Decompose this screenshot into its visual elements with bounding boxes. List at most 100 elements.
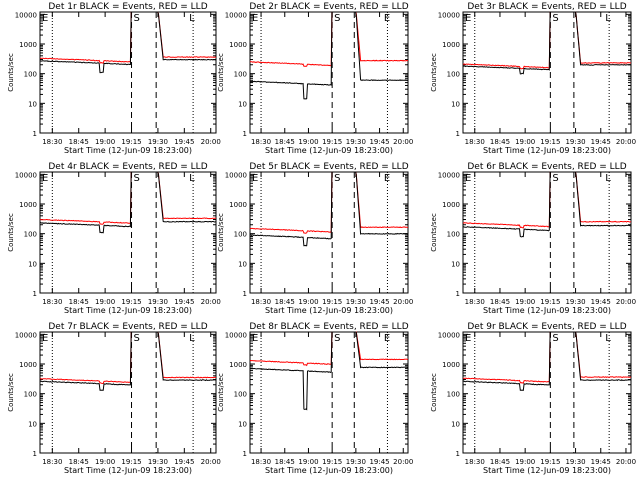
region-marker-label: E bbox=[465, 173, 471, 184]
x-tick-label: 20:00 bbox=[393, 458, 413, 466]
lld-series-line bbox=[39, 171, 217, 225]
x-tick-label: 19:00 bbox=[95, 138, 115, 146]
lld-series-line bbox=[462, 331, 632, 384]
region-marker-label: S bbox=[134, 333, 140, 344]
x-tick-label: 18:30 bbox=[42, 298, 62, 306]
x-tick-label: 18:30 bbox=[465, 298, 485, 306]
y-axis-label: Counts/sec bbox=[7, 373, 15, 412]
y-tick-label: 1 bbox=[33, 130, 37, 138]
y-tick-label: 1 bbox=[456, 290, 460, 298]
x-tick-label: 19:15 bbox=[322, 138, 342, 146]
x-tick-label: 20:00 bbox=[393, 298, 413, 306]
x-tick-label: 20:00 bbox=[393, 138, 413, 146]
lld-series-line bbox=[249, 11, 409, 67]
x-axis-label: Start Time (12-Jun-09 18:23:00) bbox=[265, 146, 393, 155]
y-tick-label: 1 bbox=[243, 130, 247, 138]
region-marker-label: S bbox=[552, 173, 558, 184]
x-tick-label: 18:30 bbox=[465, 138, 485, 146]
y-tick-label: 1 bbox=[33, 290, 37, 298]
x-tick-label: 20:00 bbox=[201, 458, 221, 466]
panel-title: Det 8r BLACK = Events, RED = LLD bbox=[249, 322, 408, 332]
panel-det-8: Det 8r BLACK = Events, RED = LLD 1 10 100 10… bbox=[217, 322, 413, 475]
x-tick-label: 19:00 bbox=[298, 458, 318, 466]
x-tick-label: 19:00 bbox=[515, 298, 535, 306]
x-tick-label: 19:00 bbox=[298, 138, 318, 146]
events-series-line bbox=[462, 331, 632, 391]
y-tick-label: 10 bbox=[28, 100, 37, 108]
y-tick-label: 100 bbox=[447, 231, 460, 239]
x-tick-label: 18:45 bbox=[69, 138, 89, 146]
region-marker-label: E bbox=[252, 333, 258, 344]
x-tick-label: 18:45 bbox=[490, 458, 510, 466]
x-tick-label: 19:00 bbox=[298, 298, 318, 306]
x-tick-label: 20:00 bbox=[616, 458, 636, 466]
x-tick-label: 18:45 bbox=[490, 138, 510, 146]
y-tick-label: 10 bbox=[238, 420, 247, 428]
panel-det-6: Det 6r BLACK = Events, RED = LLD 1 10 100 10… bbox=[430, 162, 636, 315]
y-tick-label: 10 bbox=[238, 100, 247, 108]
x-tick-label: 18:30 bbox=[42, 458, 62, 466]
region-marker-label: L bbox=[189, 173, 195, 184]
x-tick-label: 18:45 bbox=[275, 458, 295, 466]
events-series-line bbox=[249, 331, 408, 411]
y-tick-label: 10000 bbox=[438, 331, 460, 339]
plot-frame bbox=[249, 171, 409, 294]
y-tick-label: 100 bbox=[234, 71, 247, 79]
panel-title: Det 2r BLACK = Events, RED = LLD bbox=[249, 2, 408, 12]
y-tick-label: 1 bbox=[243, 450, 247, 458]
x-axis-label: Start Time (12-Jun-09 18:23:00) bbox=[483, 306, 611, 315]
y-tick-label: 1000 bbox=[19, 361, 37, 369]
region-marker-label: E bbox=[384, 13, 390, 24]
x-tick-label: 18:30 bbox=[251, 138, 271, 146]
y-tick-label: 10 bbox=[28, 420, 37, 428]
region-marker-label: E bbox=[42, 13, 48, 24]
y-tick-label: 1000 bbox=[229, 41, 247, 49]
x-tick-label: 19:30 bbox=[346, 138, 366, 146]
y-tick-label: 1000 bbox=[19, 41, 37, 49]
plot-frame bbox=[462, 171, 632, 294]
lld-series-line bbox=[249, 331, 409, 367]
y-axis-label: Counts/sec bbox=[217, 53, 225, 92]
plot-frame bbox=[39, 171, 217, 294]
panel-det-7: Det 7r BLACK = Events, RED = LLD 1 10 100 10… bbox=[7, 322, 221, 475]
y-axis-label: Counts/sec bbox=[7, 53, 15, 92]
x-axis-label: Start Time (12-Jun-09 18:23:00) bbox=[64, 466, 192, 475]
x-tick-label: 20:00 bbox=[201, 138, 221, 146]
x-tick-label: 19:15 bbox=[121, 298, 141, 306]
region-marker-label: E bbox=[252, 173, 258, 184]
x-tick-label: 18:45 bbox=[490, 298, 510, 306]
y-tick-label: 1000 bbox=[229, 201, 247, 209]
x-tick-label: 19:30 bbox=[565, 458, 585, 466]
x-tick-label: 19:00 bbox=[515, 458, 535, 466]
region-marker-label: L bbox=[189, 333, 195, 344]
x-tick-label: 19:45 bbox=[369, 458, 389, 466]
lld-series-line bbox=[462, 11, 632, 70]
x-axis-label: Start Time (12-Jun-09 18:23:00) bbox=[483, 146, 611, 155]
lld-series-line bbox=[462, 171, 632, 229]
x-tick-label: 19:00 bbox=[95, 298, 115, 306]
y-tick-label: 100 bbox=[447, 71, 460, 79]
region-marker-label: S bbox=[134, 173, 140, 184]
y-tick-label: 1 bbox=[456, 450, 460, 458]
plot-frame bbox=[39, 11, 217, 134]
x-tick-label: 19:45 bbox=[369, 298, 389, 306]
x-tick-label: 18:45 bbox=[275, 298, 295, 306]
y-axis-label: Counts/sec bbox=[217, 373, 225, 412]
y-tick-label: 1 bbox=[456, 130, 460, 138]
x-tick-label: 18:30 bbox=[251, 298, 271, 306]
x-axis-label: Start Time (12-Jun-09 18:23:00) bbox=[64, 146, 192, 155]
x-tick-label: 19:15 bbox=[540, 458, 560, 466]
x-tick-label: 18:45 bbox=[69, 298, 89, 306]
x-tick-label: 18:30 bbox=[42, 138, 62, 146]
panel-title: Det 1r BLACK = Events, RED = LLD bbox=[48, 2, 207, 12]
y-axis-label: Counts/sec bbox=[217, 213, 225, 252]
region-marker-label: L bbox=[189, 13, 195, 24]
events-series-line bbox=[39, 331, 217, 391]
region-marker-label: L bbox=[605, 333, 611, 344]
region-marker-label: S bbox=[334, 173, 340, 184]
x-tick-label: 19:30 bbox=[148, 138, 168, 146]
events-series-line bbox=[39, 171, 217, 234]
panel-title: Det 5r BLACK = Events, RED = LLD bbox=[249, 162, 408, 172]
events-series-line bbox=[250, 171, 409, 247]
